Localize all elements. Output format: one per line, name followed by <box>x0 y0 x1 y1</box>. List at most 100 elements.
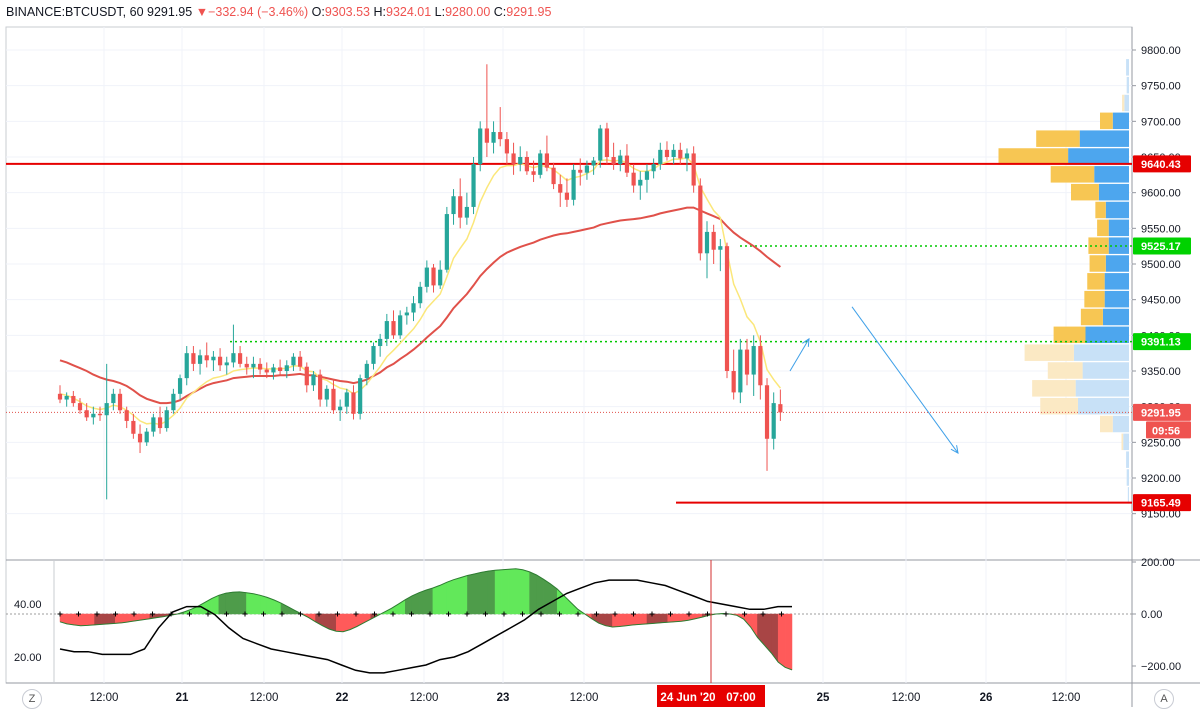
zoom-button[interactable]: Z <box>22 689 42 709</box>
osc-histogram-bar <box>508 568 517 615</box>
candle-body <box>644 171 650 180</box>
candle-body <box>751 346 756 375</box>
volume-profile-up <box>1036 130 1080 147</box>
volume-profile-down <box>1105 201 1129 219</box>
candle-body <box>658 149 663 165</box>
osc-zero-marker <box>242 611 248 617</box>
osc-zero-marker <box>224 611 229 617</box>
osc-zero-marker <box>298 611 303 617</box>
candle-body <box>771 403 776 439</box>
volume-profile-down <box>1075 380 1129 397</box>
candle-body <box>224 362 229 366</box>
last-price-value: 9291.95 <box>147 5 193 19</box>
candle-body <box>304 366 309 386</box>
volume-profile-up <box>998 148 1069 165</box>
osc-histogram-bar <box>639 613 648 625</box>
low-value: 9280.00 <box>445 5 491 19</box>
osc-histogram-bar <box>674 613 682 623</box>
candle-body <box>258 363 263 370</box>
candle-body <box>551 167 556 185</box>
candle-body <box>284 365 289 371</box>
osc-histogram-bar <box>467 573 475 615</box>
time-axis-label: 22 <box>336 692 349 704</box>
volume-profile-down <box>1126 469 1129 486</box>
candle-body <box>671 149 676 157</box>
volume-profile-down <box>1077 397 1129 415</box>
candle-body <box>738 349 743 393</box>
osc-histogram-bar <box>418 589 427 615</box>
osc-histogram-bar <box>619 613 627 627</box>
candle-body <box>358 378 363 414</box>
candle-body <box>71 395 76 404</box>
osc-histogram-bar <box>646 613 655 625</box>
level-label-bg <box>1133 237 1191 255</box>
osc-zero-marker <box>742 611 747 617</box>
candle-body <box>511 153 516 165</box>
osc-zero-marker <box>446 611 451 617</box>
last-price-label: 9291.95 <box>1141 407 1181 419</box>
time-marker-time: 07:00 <box>726 692 755 704</box>
candle-body <box>478 128 483 165</box>
candle-body <box>598 128 603 161</box>
candle-body <box>424 267 429 287</box>
symbol-label[interactable]: BINANCE:BTCUSDT, 60 <box>6 5 144 19</box>
osc-right-axis-label: 0.00 <box>1141 609 1162 621</box>
low-label: L: <box>434 5 446 19</box>
candle-body <box>471 164 476 207</box>
volume-profile-down <box>1108 219 1129 237</box>
time-axis-label: 12:00 <box>90 692 119 704</box>
candle-body <box>498 132 503 140</box>
candle-body <box>144 431 149 443</box>
trend-arrow <box>789 338 810 372</box>
trend-arrow <box>851 306 959 454</box>
candle-body <box>444 214 449 270</box>
osc-histogram-bar <box>253 593 261 615</box>
time-axis-label: 12:00 <box>410 692 439 704</box>
candle-body <box>651 164 656 172</box>
candle-body <box>538 153 543 175</box>
osc-histogram-bar <box>453 577 461 615</box>
auto-scale-button[interactable]: A <box>1154 689 1174 709</box>
candle-body <box>744 349 750 375</box>
volume-profile-up <box>1032 380 1076 397</box>
volume-profile-down <box>1104 290 1129 308</box>
candle-body <box>664 149 670 157</box>
candle-body <box>611 157 616 165</box>
time-axis-label: 12:00 <box>892 692 921 704</box>
candle-body <box>371 346 376 364</box>
candle-body <box>311 374 316 386</box>
candle-body <box>237 353 243 364</box>
osc-histogram-bar <box>487 570 496 615</box>
candle-body <box>524 157 529 172</box>
candle-body <box>531 171 536 175</box>
volume-profile-up <box>1100 415 1113 433</box>
candle-body <box>518 157 523 165</box>
volume-profile-down <box>1079 130 1129 147</box>
osc-zero-marker <box>316 611 322 617</box>
candle-body <box>204 355 209 361</box>
candle-body <box>638 179 643 186</box>
price-axis-label: 9150.00 <box>1141 509 1181 521</box>
candle-body <box>684 153 690 159</box>
osc-histogram-bar <box>329 613 337 632</box>
osc-histogram-bar <box>87 613 95 626</box>
volume-profile-down <box>1098 183 1129 201</box>
candle-body <box>584 165 590 173</box>
price-axis-label: 9250.00 <box>1141 437 1181 449</box>
volume-profile-down <box>1105 255 1129 272</box>
candle-body <box>298 356 303 367</box>
osc-line <box>59 579 792 674</box>
osc-histogram-bar <box>612 613 620 628</box>
ema-slow-line <box>59 206 781 405</box>
candle-body <box>711 231 716 250</box>
candle-body <box>264 369 269 373</box>
osc-histogram-bar <box>626 613 634 626</box>
osc-zero-marker <box>779 611 784 617</box>
candle-body <box>384 321 389 339</box>
candle-body <box>504 139 509 154</box>
price-axis-label: 9800.00 <box>1141 45 1181 57</box>
osc-zero-marker <box>76 611 81 617</box>
osc-zero-marker <box>668 611 673 617</box>
candle-body <box>244 363 249 368</box>
